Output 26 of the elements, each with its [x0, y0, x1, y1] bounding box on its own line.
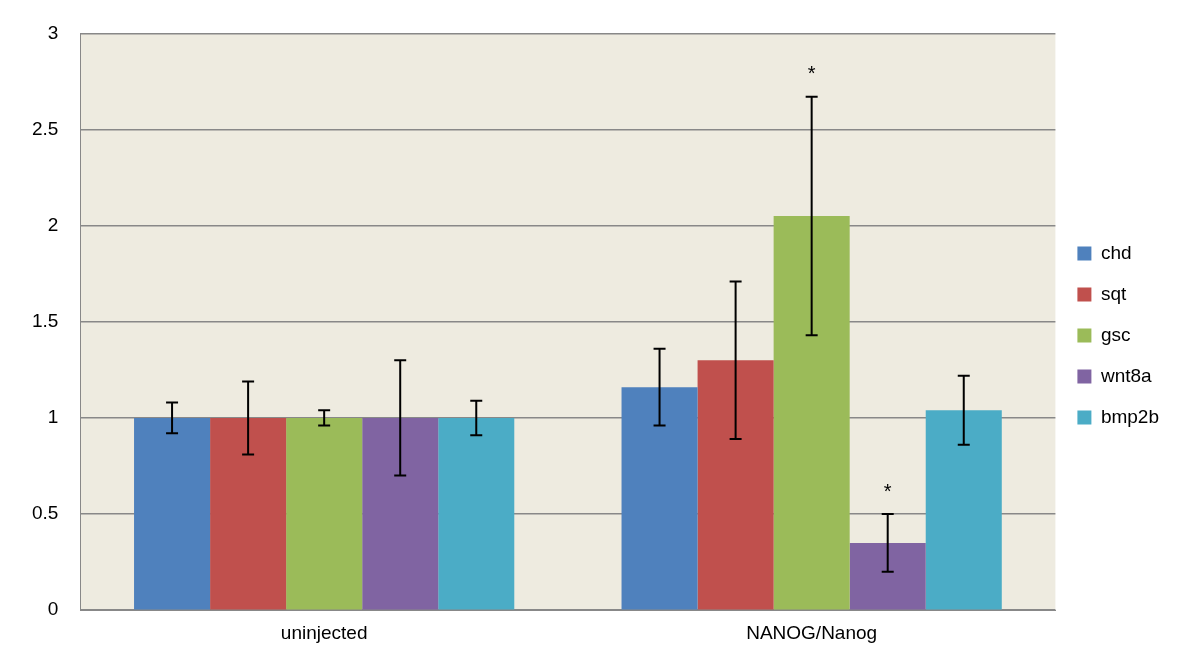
- legend-label: sqt: [1100, 282, 1127, 304]
- y-tick-label: 2: [47, 213, 59, 235]
- y-tick-label: 2.5: [31, 117, 59, 139]
- bar: [621, 387, 698, 610]
- legend-label: wnt8a: [1099, 364, 1153, 386]
- bar: [134, 417, 211, 610]
- y-tick-label: 1.5: [31, 310, 59, 332]
- y-tick-label: 0: [47, 598, 59, 620]
- bar: [773, 216, 850, 610]
- x-tick-label: uninjected: [280, 621, 368, 643]
- y-tick-label: 3: [47, 21, 59, 43]
- bar: [925, 410, 1002, 610]
- bar: [210, 417, 287, 610]
- legend-label: bmp2b: [1100, 405, 1160, 427]
- annotation: *: [807, 62, 816, 85]
- bar: [849, 542, 926, 610]
- legend-label: gsc: [1100, 323, 1131, 345]
- bar: [438, 417, 515, 610]
- bar: [362, 417, 439, 610]
- bar: [286, 417, 363, 610]
- y-tick-label: 1: [47, 406, 59, 428]
- legend-label: chd: [1100, 241, 1132, 263]
- x-tick-label: NANOG/Nanog: [746, 621, 878, 643]
- annotation: *: [883, 479, 892, 502]
- y-tick-label: 0.5: [31, 502, 59, 524]
- bar: [697, 360, 774, 610]
